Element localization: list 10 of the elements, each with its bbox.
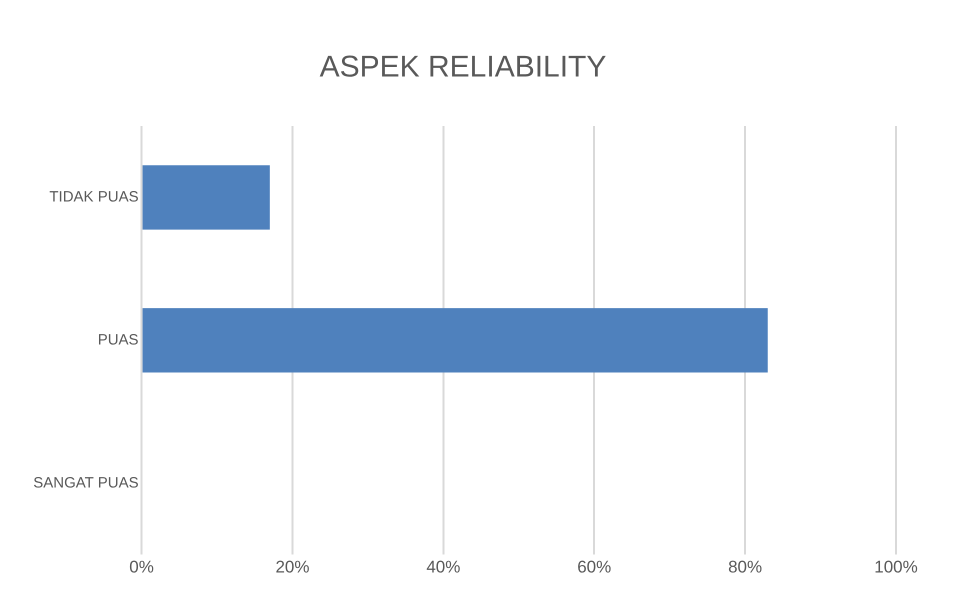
x-tick-label: 100% xyxy=(874,557,918,576)
x-tick-label: 80% xyxy=(728,557,762,576)
y-tick-label: SANGAT PUAS xyxy=(33,474,139,492)
x-tick-label: 60% xyxy=(577,557,612,576)
x-tick-label: 0% xyxy=(129,557,154,576)
x-tick-label: 40% xyxy=(426,557,460,576)
y-tick-label: PUAS xyxy=(98,331,139,348)
chart-title: ASPEK RELIABILITY xyxy=(320,50,606,84)
x-tick-label: 20% xyxy=(275,557,310,576)
y-tick-label: TIDAK PUAS xyxy=(49,188,139,206)
